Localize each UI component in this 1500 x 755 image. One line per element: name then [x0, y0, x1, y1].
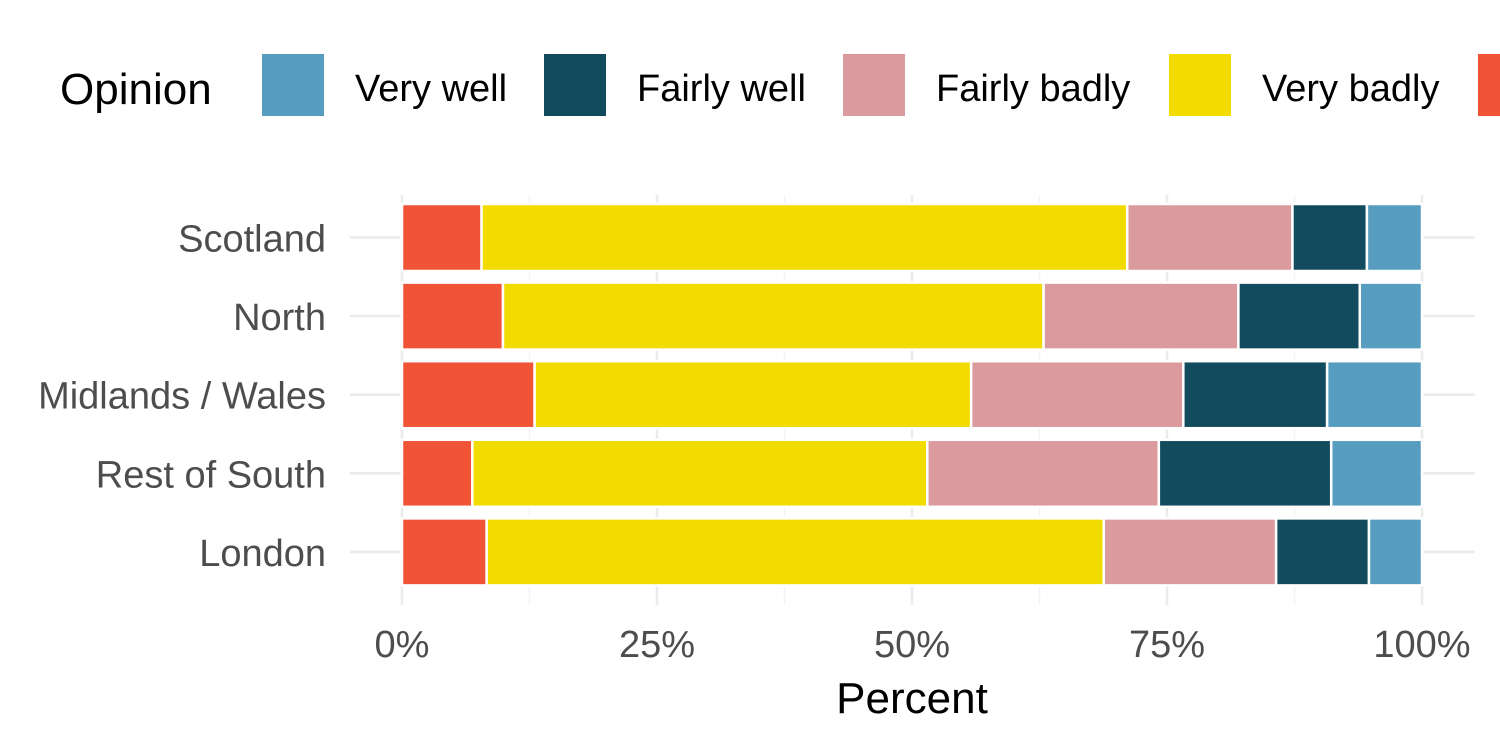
legend-label: Very badly [1262, 68, 1439, 110]
legend-label: Fairly badly [936, 68, 1130, 110]
legend-swatch [843, 54, 905, 116]
x-tick-label: 25% [619, 624, 695, 666]
bar-segment [400, 517, 488, 587]
bar-segment [400, 281, 505, 351]
x-tick-label: 50% [874, 624, 950, 666]
bar-segment [1274, 517, 1371, 587]
bar-segment [1358, 281, 1424, 351]
bar-segment [400, 359, 536, 430]
bar-segment [1042, 281, 1240, 351]
legend: Opinion Very well Fairly well Fairly badly… [60, 54, 1500, 116]
bar-segment [400, 438, 474, 509]
bar-segment [1365, 202, 1424, 273]
y-tick-label: Scotland [178, 219, 326, 261]
bar-segment [926, 438, 1161, 509]
bar-segment [1329, 438, 1424, 509]
bar-segment [1125, 202, 1294, 273]
x-tick-label: 75% [1129, 624, 1205, 666]
y-tick-label: Rest of South [96, 454, 326, 496]
bar-segment [501, 281, 1045, 351]
x-axis-title: Percent [836, 674, 988, 723]
x-tick-label: 100% [1373, 624, 1470, 666]
legend-swatch [1169, 54, 1231, 116]
y-tick-label: London [199, 533, 326, 575]
x-tick-label: 0% [375, 624, 430, 666]
bar-segment [480, 202, 1129, 273]
legend-swatch [1478, 54, 1500, 116]
legend-label: Fairly well [637, 68, 806, 110]
bar-segment [485, 517, 1106, 587]
y-tick-label: North [233, 297, 326, 339]
bar-segment [1102, 517, 1278, 587]
bar-segment [1367, 517, 1424, 587]
bar-segment [533, 359, 973, 430]
axes: Percent Scotland North Midlands / Wales Res… [38, 219, 1471, 724]
bar-segment [471, 438, 929, 509]
y-tick-label: Midlands / Wales [38, 376, 326, 418]
legend-swatch [544, 54, 606, 116]
bars [400, 202, 1424, 587]
bar-segment [400, 202, 483, 273]
bar-segment [969, 359, 1185, 430]
bar-segment [1157, 438, 1333, 509]
legend-title: Opinion [60, 65, 212, 114]
bar-segment [1237, 281, 1362, 351]
bar-segment [1291, 202, 1369, 273]
legend-swatch [262, 54, 324, 116]
bar-segment [1182, 359, 1329, 430]
bar-segment [1325, 359, 1424, 430]
legend-label: Very well [355, 68, 507, 110]
